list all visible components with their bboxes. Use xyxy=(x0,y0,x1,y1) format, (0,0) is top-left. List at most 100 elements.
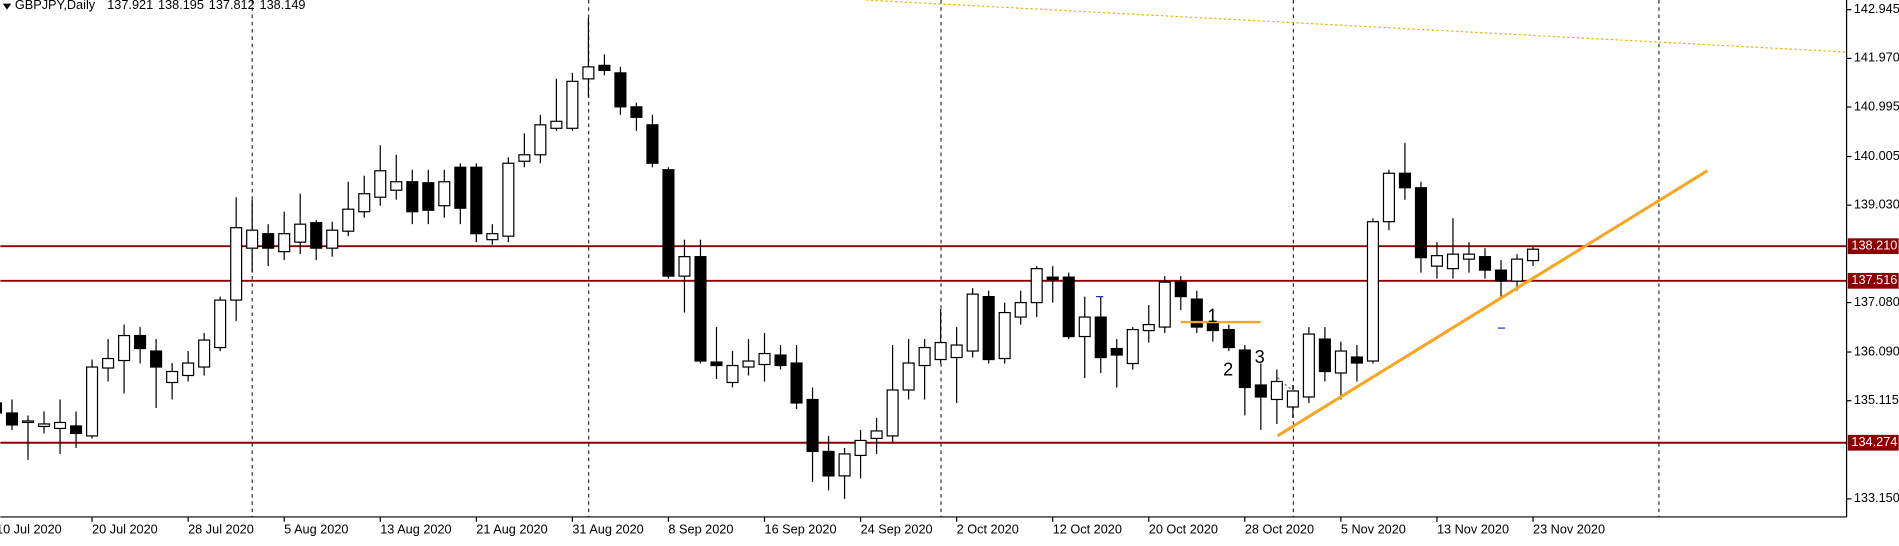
candle-body xyxy=(662,169,675,277)
menu-triangle xyxy=(2,3,12,10)
candle-body xyxy=(118,334,131,362)
candle-body xyxy=(1046,276,1059,281)
annotation: 1 xyxy=(1207,306,1217,326)
x-tick-label: 5 Aug 2020 xyxy=(284,522,348,537)
candle-body xyxy=(1030,268,1043,304)
candle-body xyxy=(342,208,355,232)
x-tick-label: 28 Oct 2020 xyxy=(1245,522,1314,537)
candle-body xyxy=(694,256,707,362)
candle-body xyxy=(566,80,579,129)
candle-body xyxy=(1062,276,1075,338)
x-tick-label: 2 Oct 2020 xyxy=(957,522,1019,537)
y-tick-label: 133.150 xyxy=(1854,490,1899,505)
candle-body xyxy=(198,339,211,368)
x-tick-label: 16 Sep 2020 xyxy=(765,522,837,537)
candle-body xyxy=(1222,328,1235,349)
candle-body xyxy=(678,256,691,277)
y-tick-label: 140.005 xyxy=(1854,148,1899,163)
x-tick-label: 13 Aug 2020 xyxy=(380,522,451,537)
candle-body xyxy=(1254,384,1267,398)
candle-body xyxy=(950,344,963,359)
candle-body xyxy=(630,106,643,118)
x-tick-label: 5 Nov 2020 xyxy=(1341,522,1406,537)
candle-body xyxy=(1142,323,1155,332)
candle-body xyxy=(262,233,275,249)
candle-body xyxy=(918,346,931,367)
levels xyxy=(0,245,1847,444)
trend-line xyxy=(1276,169,1709,438)
x-tick-label: 24 Sep 2020 xyxy=(861,522,933,537)
candle-body xyxy=(1286,390,1299,408)
candle-body xyxy=(1446,253,1460,270)
x-tick-label: 20 Jul 2020 xyxy=(92,522,158,537)
candle-body xyxy=(1110,347,1123,356)
candle-body xyxy=(1014,301,1027,318)
candle-body xyxy=(742,360,755,368)
candle-body xyxy=(838,453,851,477)
candle-body xyxy=(1414,187,1428,259)
candle-body xyxy=(246,229,259,249)
candle-body xyxy=(598,64,611,71)
y-tick-label: 141.970 xyxy=(1854,50,1899,65)
candle-body xyxy=(230,227,243,301)
candle-body xyxy=(1302,333,1315,398)
candle-body xyxy=(1382,172,1395,223)
candle-body xyxy=(550,120,563,129)
candle-body xyxy=(310,222,323,249)
candle-body xyxy=(470,166,483,235)
y-tick-label: 139.030 xyxy=(1854,197,1899,212)
candle-body xyxy=(1494,269,1508,282)
candle-body xyxy=(502,162,515,237)
y-tick-label: 140.995 xyxy=(1854,98,1899,113)
x-tick-label: 21 Aug 2020 xyxy=(476,522,547,537)
x-tick-label: 28 Jul 2020 xyxy=(188,522,254,537)
level-label: 134.274 xyxy=(1851,434,1897,449)
candle-body xyxy=(1318,338,1331,373)
y-tick-label: 136.090 xyxy=(1854,343,1899,358)
candle-body xyxy=(1510,258,1524,282)
header: GBPJPY,Daily 137.921 138.195 137.812 138.149 xyxy=(15,0,306,12)
candle-body xyxy=(1398,172,1411,189)
annotation: 3 xyxy=(1255,347,1265,367)
candle-body xyxy=(422,182,435,211)
candle-body xyxy=(934,341,947,361)
level-label: 137.516 xyxy=(1851,272,1897,287)
candle-body xyxy=(390,181,403,191)
candle-body xyxy=(614,72,627,108)
candle-body xyxy=(854,439,867,457)
x-tick-label: 23 Nov 2020 xyxy=(1533,522,1605,537)
candle-body xyxy=(726,364,739,384)
level-label-box xyxy=(1847,238,1899,255)
candle-body xyxy=(5,412,19,426)
candle-body xyxy=(982,295,995,361)
x-tick-label: 12 Oct 2020 xyxy=(1053,522,1122,537)
candle-body xyxy=(1462,253,1476,260)
candle-body xyxy=(326,229,339,249)
level-label-box xyxy=(1847,434,1899,451)
candle-body xyxy=(86,366,99,437)
candle-body xyxy=(150,350,163,368)
open-value: 137.921 xyxy=(107,0,153,12)
dotted-segment xyxy=(1277,377,1297,394)
candle-body xyxy=(37,423,51,428)
candle-body xyxy=(0,402,3,414)
candle-body xyxy=(406,181,419,213)
candle-body xyxy=(454,166,467,209)
y-tick-label: 135.115 xyxy=(1854,392,1899,407)
candle-body xyxy=(1094,316,1107,359)
x-tick-label: 13 Nov 2020 xyxy=(1437,522,1509,537)
candle-body xyxy=(790,362,803,404)
candle-body xyxy=(870,430,883,440)
candle-body xyxy=(438,181,451,207)
candle-body xyxy=(486,233,499,241)
candle-body xyxy=(1478,256,1492,271)
candle-body xyxy=(374,170,387,198)
candle-body xyxy=(822,450,835,477)
level-label: 138.210 xyxy=(1851,238,1897,253)
candle-body xyxy=(1430,255,1444,267)
x-tick-label: 20 Oct 2020 xyxy=(1149,522,1218,537)
close-value: 138.149 xyxy=(260,0,306,12)
candle-body xyxy=(1174,281,1187,298)
